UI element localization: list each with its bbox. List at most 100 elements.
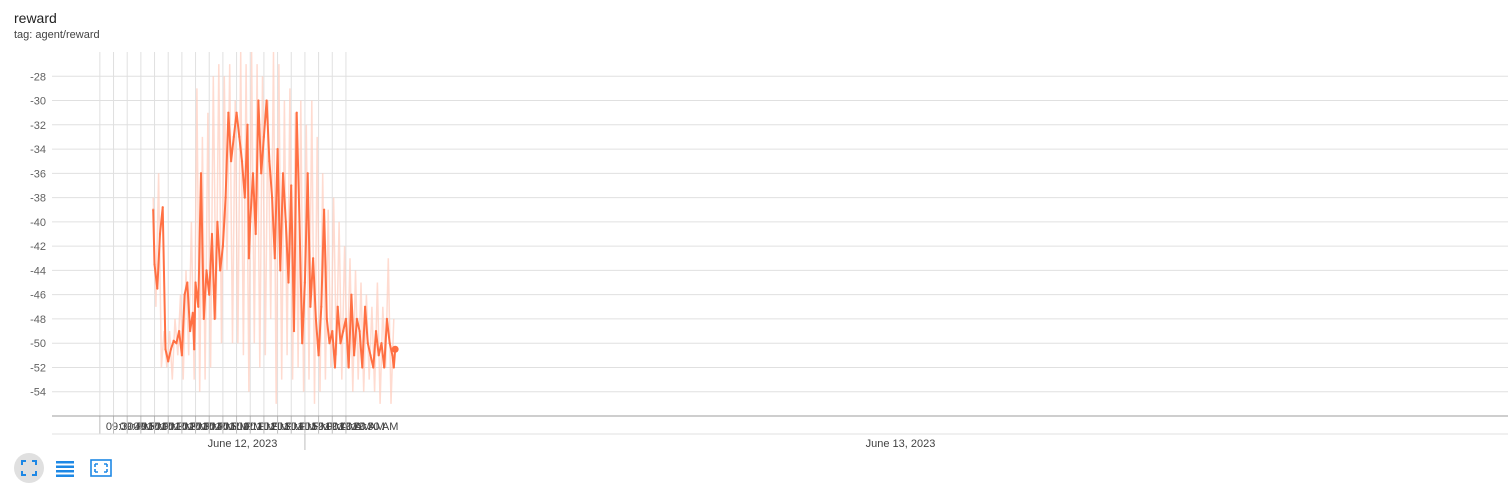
data-point (235, 111, 238, 114)
data-point (361, 366, 364, 369)
data-point (363, 305, 367, 308)
data-point (322, 208, 326, 211)
y-tick-label: -44 (30, 265, 46, 277)
data-point (254, 232, 257, 236)
data-point (205, 269, 208, 272)
y-tick-label: -48 (30, 314, 46, 326)
data-point (306, 172, 309, 175)
chart-tag: tag: agent/reward (14, 29, 100, 41)
date-label: June 13, 2023 (866, 438, 936, 450)
data-point (164, 348, 167, 351)
data-point (320, 305, 323, 308)
data-point (366, 342, 370, 345)
data-point (216, 220, 219, 224)
data-point (374, 329, 378, 333)
fit-domain-icon (90, 459, 112, 477)
data-point (328, 342, 331, 345)
date-label: June 12, 2023 (208, 438, 278, 450)
data-point (208, 293, 211, 296)
data-point (153, 263, 156, 266)
data-point (247, 257, 251, 260)
data-point (262, 135, 266, 139)
y-tick-label: -42 (30, 241, 46, 253)
data-point (339, 342, 342, 345)
data-point (175, 342, 178, 345)
data-point (177, 329, 181, 333)
data-point (224, 196, 227, 199)
data-point (249, 220, 252, 224)
data-point (251, 172, 255, 175)
data-point (392, 366, 395, 369)
y-tick-label: -36 (30, 168, 46, 180)
data-point (194, 281, 197, 284)
data-point (229, 160, 233, 163)
data-table-button[interactable] (50, 453, 80, 483)
data-point (355, 317, 359, 321)
data-point (314, 317, 318, 321)
y-tick-label: -46 (30, 290, 46, 302)
fullscreen-button[interactable] (14, 453, 44, 483)
data-point (347, 366, 350, 369)
data-point (270, 196, 274, 199)
data-table-icon (56, 461, 74, 477)
fullscreen-icon (21, 460, 37, 476)
data-point (156, 287, 159, 290)
data-point (273, 257, 277, 260)
data-point (210, 232, 214, 236)
data-point (246, 123, 249, 127)
x-tick-label: 12:10 AM (325, 421, 371, 433)
y-tick-label: -30 (30, 96, 46, 108)
data-point (169, 348, 173, 351)
data-point (317, 354, 320, 357)
data-point (377, 354, 380, 357)
data-point (287, 281, 290, 284)
data-point (213, 317, 216, 321)
data-point (192, 348, 196, 351)
data-point (191, 311, 195, 315)
y-tick-label: -34 (30, 144, 46, 156)
data-point (284, 220, 287, 224)
data-point (344, 317, 348, 321)
data-point (218, 269, 222, 272)
fit-domain-button[interactable] (86, 453, 116, 483)
data-point (380, 342, 383, 345)
data-point (333, 366, 337, 369)
data-point (188, 329, 192, 333)
line-chart[interactable]: -28 -30 -32 -34 -36 -38 -40 -42 -44 -46 -48 -50 -52 -… (0, 0, 1508, 455)
data-point (331, 329, 334, 333)
data-point (221, 244, 225, 248)
chart-toolbar (14, 453, 116, 483)
y-tick-label: -50 (30, 338, 46, 350)
data-point (158, 232, 162, 236)
y-tick-label: -40 (30, 217, 46, 229)
data-point (238, 135, 241, 139)
x-tick-label: 12:20 AM (338, 421, 384, 433)
data-point (350, 293, 353, 296)
data-point (388, 342, 391, 345)
data-point (309, 305, 312, 308)
chart-title: reward (14, 10, 57, 26)
data-point (391, 354, 394, 357)
data-point (325, 317, 328, 321)
data-point (167, 360, 170, 363)
y-tick-label: -32 (30, 120, 46, 132)
data-point (281, 172, 285, 175)
data-point (385, 317, 389, 321)
data-point (227, 111, 230, 114)
data-point (336, 305, 339, 308)
data-point (268, 160, 271, 163)
data-point (292, 329, 296, 333)
data-point (180, 354, 184, 357)
data-point (383, 366, 386, 369)
data-point (197, 305, 200, 308)
data-point (300, 342, 304, 345)
data-point (298, 220, 301, 224)
data-point (372, 366, 375, 369)
data-point (279, 269, 282, 272)
y-tick-label: -28 (30, 71, 46, 83)
data-point (202, 317, 205, 321)
data-point (183, 293, 186, 296)
data-point (232, 135, 236, 139)
data-point (276, 147, 279, 151)
data-point (151, 208, 155, 211)
